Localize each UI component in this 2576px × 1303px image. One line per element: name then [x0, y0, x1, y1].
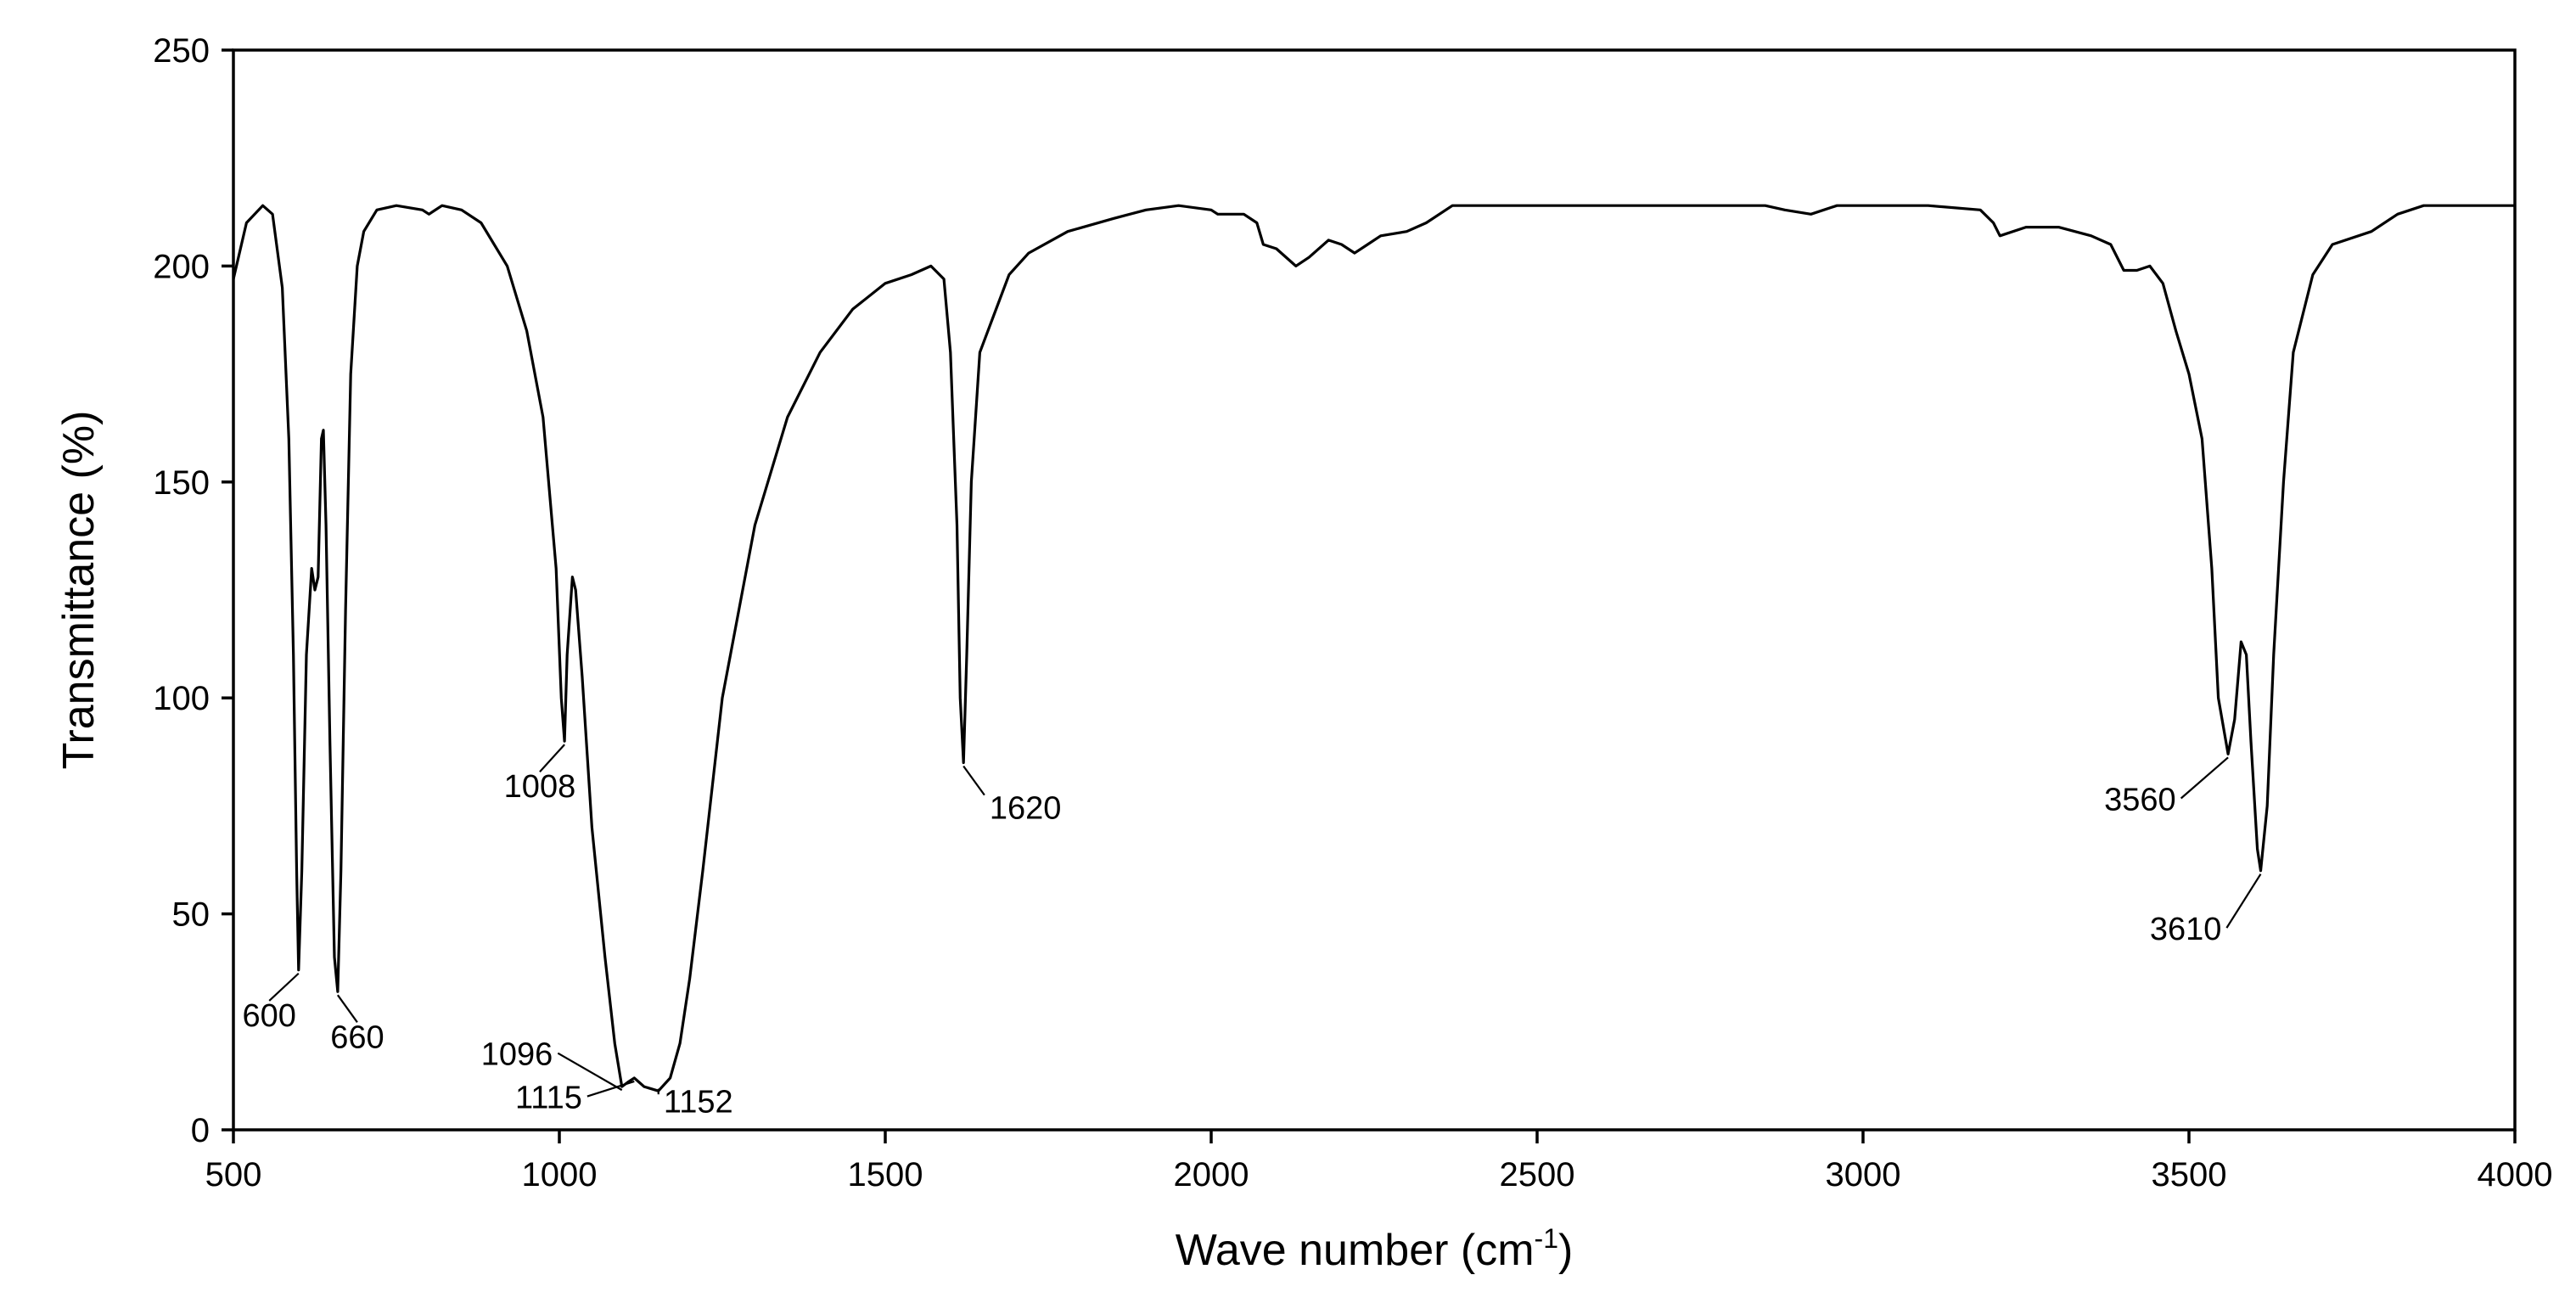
x-axis-title: Wave number (cm-1) [1176, 1223, 1574, 1275]
annotation-leader-line [557, 1052, 623, 1092]
annotation-leader-line [2225, 873, 2262, 929]
annotation-leader-line [962, 765, 985, 796]
peak-label-1008: 1008 [504, 769, 576, 805]
x-axis-title-close: ) [1558, 1226, 1573, 1275]
y-tick-label: 200 [153, 248, 210, 285]
peak-label-600: 600 [243, 998, 296, 1034]
plot-border [232, 48, 2517, 1132]
peak-label-3610: 3610 [2150, 912, 2222, 947]
y-tick-label: 150 [153, 464, 210, 502]
peak-label-3560: 3560 [2104, 782, 2176, 817]
y-axis-title: Transmittance (%) [54, 411, 104, 770]
y-tick-label: 0 [191, 1112, 210, 1149]
x-tick-label: 3000 [1826, 1156, 1901, 1193]
y-tick-label: 100 [153, 680, 210, 717]
spectrum-line [232, 204, 2515, 1092]
x-tick-label: 1500 [848, 1156, 923, 1193]
peak-label-1152: 1152 [664, 1085, 733, 1120]
x-tick-label: 2500 [1500, 1156, 1575, 1193]
x-tick-label: 2000 [1174, 1156, 1249, 1193]
annotation-leader-line [2180, 756, 2229, 800]
x-axis-title-superscript: -1 [1535, 1223, 1558, 1254]
annotation-leader-line [336, 994, 358, 1023]
y-tick-label: 250 [153, 32, 210, 70]
x-tick-label: 3500 [2152, 1156, 2227, 1193]
plot-frame [232, 48, 2517, 1132]
annotation-leader-line [586, 1080, 635, 1098]
peak-annotations: 600 660 1008 1096 1115 1152 1620 3560 3610 [243, 744, 2262, 1120]
x-tick-label: 1000 [522, 1156, 598, 1193]
annotation-leader-line [539, 744, 565, 772]
peak-label-1620: 1620 [990, 791, 1062, 827]
y-tick-label: 50 [172, 896, 210, 934]
x-tick-label: 4000 [2478, 1156, 2553, 1193]
peak-label-1115: 1115 [515, 1081, 582, 1116]
x-tick-label: 500 [205, 1156, 262, 1193]
peak-label-1096: 1096 [481, 1037, 553, 1073]
x-axis-ticks: 500 1000 1500 2000 2500 3000 3500 4000 [205, 1130, 2553, 1193]
y-axis-ticks: 0 50 100 150 200 250 [153, 32, 233, 1149]
x-axis-title-main: Wave number (cm [1176, 1226, 1535, 1275]
annotation-leader-line [268, 972, 300, 1002]
peak-label-660: 660 [330, 1019, 384, 1055]
